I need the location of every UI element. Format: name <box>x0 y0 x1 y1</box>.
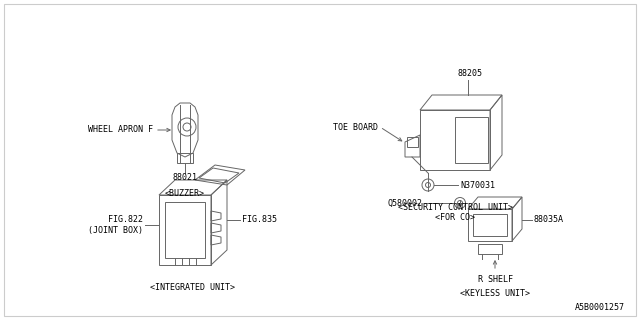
Text: 88205: 88205 <box>458 68 483 77</box>
Text: 88021: 88021 <box>173 173 198 182</box>
Text: R SHELF: R SHELF <box>477 275 513 284</box>
Text: Q580002: Q580002 <box>388 198 423 207</box>
Text: (JOINT BOX): (JOINT BOX) <box>88 226 143 235</box>
Text: <INTEGRATED UNIT>: <INTEGRATED UNIT> <box>150 284 236 292</box>
Text: WHEEL APRON F: WHEEL APRON F <box>88 125 153 134</box>
Text: 88035A: 88035A <box>534 215 564 225</box>
Text: FIG.835: FIG.835 <box>242 215 277 225</box>
Text: TOE BOARD: TOE BOARD <box>333 123 378 132</box>
Text: <KEYLESS UNIT>: <KEYLESS UNIT> <box>460 289 530 298</box>
Text: <BUZZER>: <BUZZER> <box>165 188 205 197</box>
Text: A5B0001257: A5B0001257 <box>575 303 625 312</box>
Text: <FOR CO>: <FOR CO> <box>435 212 475 221</box>
Text: N370031: N370031 <box>460 180 495 189</box>
Text: FIG.822: FIG.822 <box>108 215 143 225</box>
Text: <SECURITY CONTROL UNIT>: <SECURITY CONTROL UNIT> <box>397 203 513 212</box>
